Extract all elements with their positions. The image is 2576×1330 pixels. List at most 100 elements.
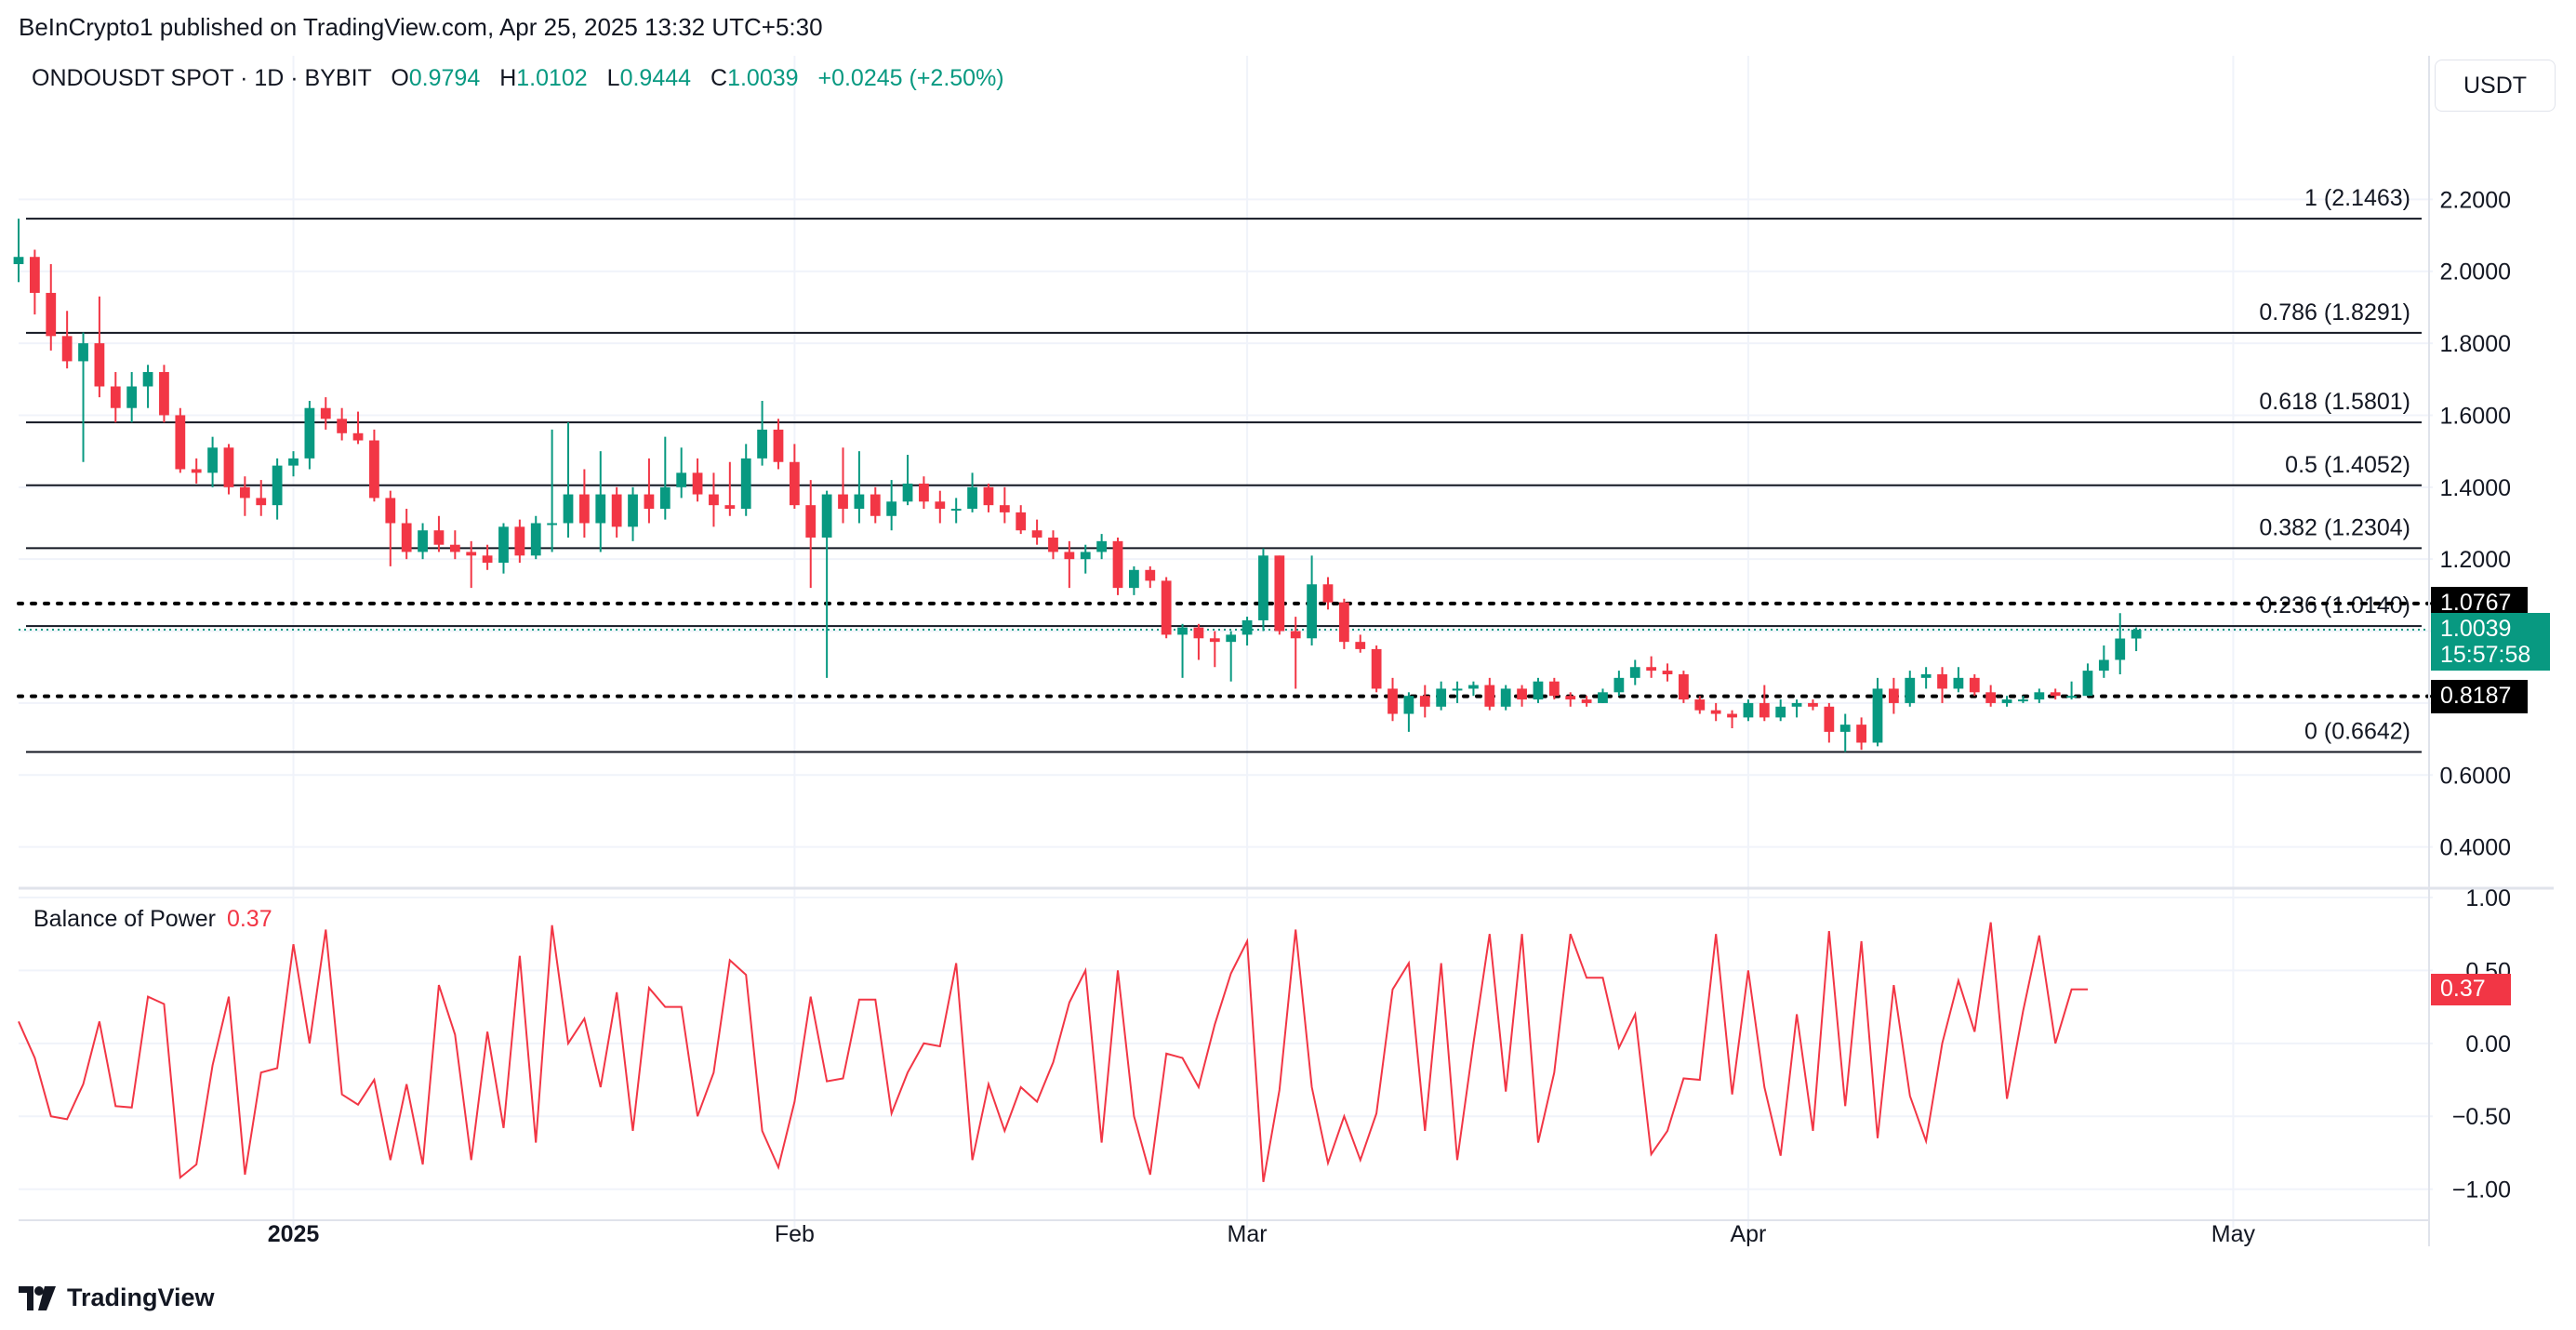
candle bbox=[659, 436, 671, 520]
fib-level-label: 0.236 (1.0140) bbox=[2259, 592, 2410, 618]
candle-body bbox=[2001, 699, 2012, 703]
candle bbox=[983, 483, 994, 512]
candle bbox=[740, 444, 751, 516]
candle bbox=[1920, 667, 1932, 689]
open-value: 0.9794 bbox=[408, 65, 481, 91]
candle-body bbox=[1517, 688, 1527, 700]
bop-axis-label: −0.50 bbox=[2452, 1104, 2511, 1130]
candle-body bbox=[1096, 540, 1108, 552]
candle-body bbox=[1031, 530, 1042, 538]
candle-body bbox=[1646, 667, 1657, 672]
time-axis[interactable]: 2025 Feb Mar Apr May bbox=[19, 1219, 2429, 1247]
candle bbox=[886, 480, 897, 531]
candle bbox=[854, 451, 865, 524]
balance-of-power-pane bbox=[18, 922, 2088, 1182]
candle bbox=[1338, 598, 1349, 649]
price-axis-label: 1.2000 bbox=[2440, 547, 2511, 573]
candle-body bbox=[2082, 671, 2093, 697]
candle bbox=[352, 411, 364, 445]
candle bbox=[418, 523, 428, 560]
candle bbox=[2098, 645, 2109, 678]
candle-body bbox=[1371, 648, 1382, 689]
candle-body bbox=[126, 386, 138, 408]
support-price-tag: 0.8187 bbox=[2431, 679, 2528, 713]
candle bbox=[1646, 656, 1657, 678]
candle-body bbox=[207, 447, 218, 473]
candle bbox=[1613, 671, 1625, 697]
candle bbox=[2034, 688, 2045, 703]
candle bbox=[1743, 699, 1754, 722]
candle bbox=[1533, 677, 1544, 703]
candle bbox=[1808, 699, 1818, 711]
candle-body bbox=[13, 257, 24, 264]
candle-body bbox=[1533, 681, 1544, 700]
change-value: +0.0245 (+2.50%) bbox=[817, 65, 1004, 91]
candle bbox=[789, 444, 800, 510]
fibonacci-retracement[interactable]: 1 (2.1463) 0.786 (1.8291) 0.618 (1.5801) 0.… bbox=[26, 185, 2422, 753]
candle bbox=[320, 397, 331, 430]
bar-countdown: 15:57:58 bbox=[2440, 642, 2531, 669]
candle bbox=[595, 451, 606, 552]
candle bbox=[919, 476, 929, 510]
bop-legend-name[interactable]: Balance of Power bbox=[33, 906, 216, 932]
candle bbox=[1759, 685, 1770, 722]
candle bbox=[46, 263, 57, 351]
candle bbox=[2066, 681, 2077, 700]
candle bbox=[13, 219, 24, 283]
candle-body bbox=[821, 494, 832, 538]
candle bbox=[676, 447, 687, 499]
candle bbox=[1290, 617, 1301, 689]
price-axis-label: 1.4000 bbox=[2440, 475, 2511, 501]
bop-axis-label: 0.00 bbox=[2465, 1031, 2511, 1057]
horizontal-levels[interactable] bbox=[17, 601, 2431, 698]
fib-level-label: 0 (0.6642) bbox=[2304, 718, 2410, 744]
candle-body bbox=[466, 552, 477, 556]
candle-body bbox=[482, 555, 493, 564]
candle-body bbox=[1226, 634, 1237, 643]
candle-body bbox=[1161, 580, 1172, 635]
candle bbox=[191, 458, 202, 484]
currency-button[interactable]: USDT bbox=[2435, 60, 2556, 112]
fib-level-label: 0.786 (1.8291) bbox=[2259, 299, 2410, 326]
candle-body bbox=[1064, 552, 1075, 560]
fib-level-label: 0.382 (1.2304) bbox=[2259, 514, 2410, 540]
low-label: L bbox=[606, 65, 620, 91]
candle bbox=[628, 486, 638, 541]
candle bbox=[256, 480, 267, 516]
tradingview-logo-icon bbox=[19, 1285, 56, 1310]
candle bbox=[1581, 696, 1592, 707]
bop-axis[interactable]: 1.000.500.00−0.50−1.00 bbox=[2452, 885, 2511, 1204]
candle-body bbox=[757, 429, 767, 459]
candle bbox=[1937, 667, 1947, 703]
tradingview-brand[interactable]: TradingView bbox=[19, 1283, 215, 1312]
candle bbox=[369, 429, 379, 502]
candle bbox=[1468, 681, 1479, 697]
candle bbox=[935, 490, 946, 524]
candle-body bbox=[1112, 540, 1123, 589]
candle-body bbox=[1920, 673, 1932, 678]
candle bbox=[514, 519, 525, 564]
price-axis-label: 2.2000 bbox=[2440, 187, 2511, 213]
bop-line bbox=[18, 922, 2088, 1182]
symbol-legend: ONDOUSDT SPOT · 1D · BYBIT O0.9794 H1.01… bbox=[32, 65, 1004, 92]
candle-body bbox=[352, 432, 364, 441]
candle-body bbox=[2018, 699, 2028, 702]
candle-body bbox=[2115, 638, 2126, 660]
candle-body bbox=[1177, 627, 1188, 635]
candle bbox=[1274, 555, 1285, 635]
symbol-name[interactable]: ONDOUSDT SPOT · 1D · BYBIT bbox=[32, 65, 372, 91]
candle-body bbox=[2066, 696, 2077, 698]
candle bbox=[1548, 677, 1560, 700]
candle-body bbox=[61, 336, 73, 362]
candle bbox=[78, 332, 88, 462]
grid bbox=[19, 56, 2433, 1228]
candle bbox=[1096, 534, 1108, 560]
candle-body bbox=[110, 386, 121, 408]
candle-body bbox=[676, 472, 687, 487]
candle-body bbox=[1403, 696, 1414, 714]
candle bbox=[1177, 623, 1188, 678]
current-price-value: 1.0039 bbox=[2440, 616, 2512, 643]
candle-body bbox=[1743, 702, 1754, 718]
candle bbox=[611, 486, 622, 538]
candle-body bbox=[1436, 688, 1447, 707]
